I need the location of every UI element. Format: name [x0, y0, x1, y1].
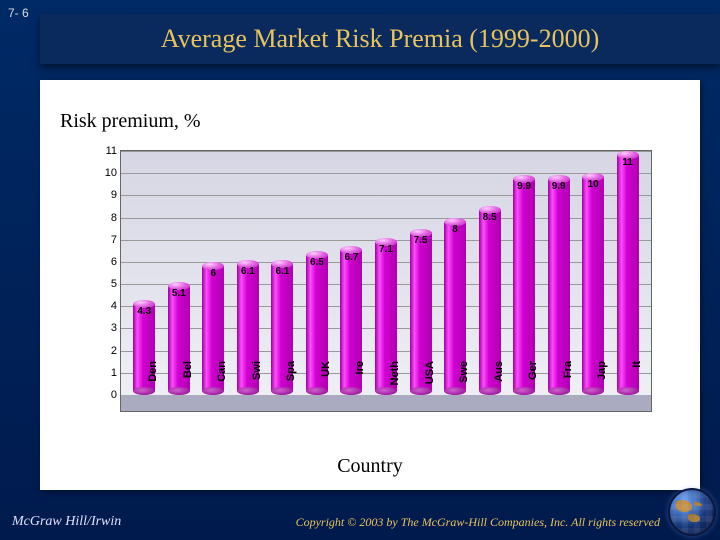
bar-value-label: 6: [211, 268, 217, 279]
x-tick-label: Neth: [389, 361, 401, 401]
y-tick-label: 11: [106, 145, 117, 157]
x-tick-label: Fra: [562, 361, 574, 401]
x-axis-label: Country: [40, 455, 700, 478]
x-tick-label: Can: [216, 361, 228, 401]
x-tick-label: Bel: [182, 361, 194, 401]
bar-usa: 7.5USA: [410, 229, 432, 395]
bar-value-label: 6.7: [345, 252, 359, 263]
y-tick-label: 0: [111, 389, 117, 401]
bar-value-label: 8: [452, 224, 458, 235]
bar-body: [617, 155, 639, 391]
bar-fra: 9.9Fra: [548, 175, 570, 395]
y-tick-label: 2: [111, 345, 117, 357]
bar-value-label: 8.5: [483, 212, 497, 223]
bar-ire: 6.7Ire: [340, 246, 362, 395]
slide-title: Average Market Risk Premia (1999-2000): [161, 24, 600, 54]
x-tick-label: It: [631, 361, 643, 401]
bar-value-label: 7.5: [414, 235, 428, 246]
bar-value-label: 4.3: [137, 306, 151, 317]
bar-body: [548, 179, 570, 391]
bar-value-label: 9.9: [517, 181, 531, 192]
bar-swi: 6.1Swi: [237, 260, 259, 395]
bar-value-label: 6.5: [310, 257, 324, 268]
bar-ger: 9.9Ger: [513, 175, 535, 395]
y-tick-label: 1: [111, 367, 117, 379]
bar-body: [582, 177, 604, 391]
globe-icon: [668, 488, 716, 536]
y-tick-label: 8: [111, 212, 117, 224]
bar-value-label: 6.1: [275, 266, 289, 277]
x-tick-label: Ger: [527, 361, 539, 401]
bar-can: 6Can: [202, 262, 224, 395]
bar-value-label: 5.1: [172, 288, 186, 299]
bar-spa: 6.1Spa: [271, 260, 293, 395]
bar-value-label: 9.9: [552, 181, 566, 192]
bar-it: 11It: [617, 151, 639, 395]
y-axis-label: Risk premium, %: [60, 110, 201, 133]
bar-value-label: 10: [588, 179, 599, 190]
y-tick-label: 4: [111, 300, 117, 312]
slide: 7- 6 Average Market Risk Premia (1999-20…: [0, 0, 720, 540]
bar-aus: 8.5Aus: [479, 206, 501, 395]
bar-value-label: 7.1: [379, 244, 393, 255]
x-tick-label: USA: [424, 361, 436, 401]
title-bar: Average Market Risk Premia (1999-2000): [40, 14, 720, 64]
x-tick-label: Jap: [596, 361, 608, 401]
bars-container: 4.3Den 5.1Bel 6Can 6.1Swi 6.1Spa 6.5UK 6.7Ire 7…: [121, 151, 651, 395]
bar-neth: 7.1Neth: [375, 238, 397, 395]
y-tick-label: 6: [111, 256, 117, 268]
x-tick-label: Aus: [493, 361, 505, 401]
y-tick-label: 3: [111, 322, 117, 334]
bar-bel: 5.1Bel: [168, 282, 190, 395]
page-number: 7- 6: [8, 6, 29, 20]
y-tick-label: 7: [111, 234, 117, 246]
bar-cylinder: 11: [617, 151, 639, 395]
content-panel: Risk premium, % 4.3Den5.1Bel6Can6.1Swi6.…: [40, 80, 700, 490]
footer-left: McGraw Hill/Irwin: [12, 514, 121, 530]
bar-body: [513, 179, 535, 391]
x-tick-label: Spa: [285, 361, 297, 401]
y-tick-label: 5: [111, 278, 117, 290]
bar-uk: 6.5UK: [306, 251, 328, 395]
bar-swe: 8Swe: [444, 218, 466, 395]
x-tick-label: Ire: [354, 361, 366, 401]
x-tick-label: Swi: [251, 361, 263, 401]
x-tick-label: Swe: [458, 361, 470, 401]
x-tick-label: Den: [147, 361, 159, 401]
y-tick-label: 10: [105, 167, 117, 179]
y-tick-label: 9: [111, 189, 117, 201]
bar-value-label: 6.1: [241, 266, 255, 277]
footer-right: Copyright © 2003 by The McGraw-Hill Comp…: [296, 515, 660, 530]
bar-den: 4.3Den: [133, 300, 155, 395]
bar-jap: 10Jap: [582, 173, 604, 395]
x-tick-label: UK: [320, 361, 332, 401]
bar-value-label: 11: [622, 157, 633, 168]
chart-area: 4.3Den5.1Bel6Can6.1Swi6.1Spa6.5UK6.7Ire7…: [120, 150, 652, 412]
